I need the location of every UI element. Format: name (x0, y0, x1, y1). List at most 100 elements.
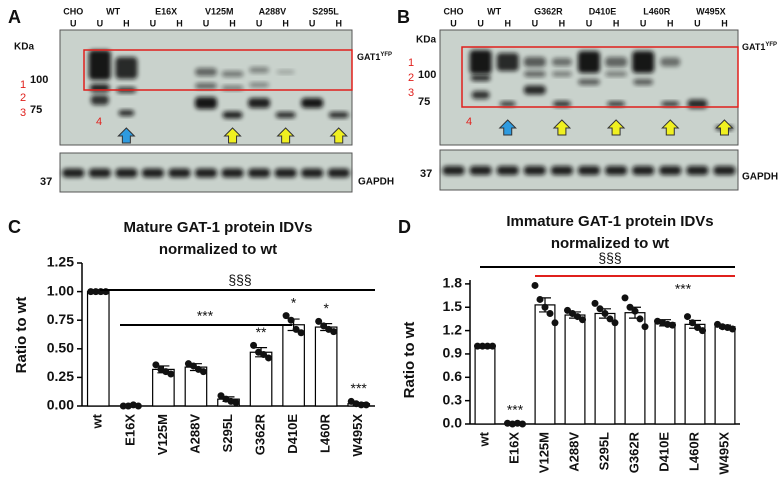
data-point (217, 392, 225, 400)
x-tick-label: L460R (318, 413, 333, 453)
data-point (474, 342, 481, 350)
band-number: 4 (466, 116, 472, 128)
lane-treatment: U (450, 18, 457, 28)
lane-treatment: U (256, 18, 263, 28)
panel-letter: B (397, 7, 410, 27)
band (90, 95, 109, 105)
band (88, 50, 111, 80)
data-point (641, 323, 649, 331)
gapdh-marker: 37 (420, 168, 432, 180)
lane-label: WT (106, 6, 120, 16)
data-point (684, 313, 691, 321)
band (118, 110, 135, 116)
bar (86, 291, 110, 407)
significance-label: *** (351, 380, 368, 396)
gapdh-label: GAPDH (358, 177, 394, 188)
arrow (223, 127, 242, 144)
lane-treatment: H (504, 18, 511, 28)
arrow (552, 119, 572, 136)
panel-letter: C (8, 217, 21, 237)
data-point (330, 328, 338, 336)
x-tick-label: L460R (686, 431, 701, 471)
lane-treatment: U (640, 18, 647, 28)
band (632, 51, 655, 73)
data-point (479, 342, 486, 350)
lane-treatment: H (282, 18, 289, 28)
data-point (601, 309, 609, 317)
data-point (87, 288, 95, 296)
significance-label: * (323, 300, 329, 316)
lane-label: S295L (312, 6, 339, 16)
bar (624, 312, 646, 425)
gapdh-band (221, 168, 244, 178)
significance-label: ** (256, 324, 267, 340)
gapdh-band (686, 166, 709, 175)
significance-label: * (291, 294, 297, 310)
y-tick-label: 0.25 (47, 368, 74, 384)
band (661, 101, 680, 107)
target-tag: YFP (380, 52, 392, 58)
band (469, 50, 492, 74)
x-tick-label: G362R (252, 413, 267, 455)
lane-treatment: U (586, 18, 593, 28)
band (523, 85, 546, 95)
x-tick-label: W495X (350, 414, 365, 457)
gapdh-band (274, 168, 297, 178)
x-tick-label: W495X (716, 432, 731, 475)
band (248, 98, 271, 108)
band (301, 98, 324, 108)
band (551, 58, 572, 66)
lane-treatment: U (150, 18, 157, 28)
lane-label: V125M (205, 6, 234, 16)
gapdh-band (168, 168, 191, 178)
band (605, 57, 628, 67)
band (195, 83, 217, 89)
data-point (699, 327, 706, 335)
x-tick-label: A288V (566, 432, 581, 472)
data-point (626, 303, 634, 311)
data-point (569, 309, 576, 317)
mature-box (83, 49, 353, 91)
data-point (315, 317, 323, 325)
band (578, 79, 600, 85)
significance-label: §§§ (598, 250, 621, 266)
arrow (498, 119, 517, 136)
bar (684, 323, 706, 425)
target-name: GAT1 (357, 52, 380, 62)
lane-treatment: U (70, 18, 77, 28)
data-point (260, 351, 268, 359)
significance-label: §§§ (228, 272, 251, 288)
bar (314, 326, 338, 407)
chart-title: Mature GAT-1 protein IDVs (124, 219, 313, 236)
band (660, 57, 681, 67)
lane-treatment: H (613, 18, 620, 28)
target-label: GAT1YFP (357, 52, 392, 63)
chart-subtitle: normalized to wt (159, 241, 277, 258)
gapdh-marker: 37 (40, 176, 52, 188)
x-tick-label: V125M (536, 432, 551, 473)
mature-box (461, 46, 739, 108)
lane-label: E16X (155, 6, 177, 16)
data-point (579, 316, 586, 324)
arrow (661, 119, 680, 136)
lane-treatment: H (667, 18, 674, 28)
bar (564, 314, 586, 425)
band-number: 2 (20, 92, 26, 104)
band-number: 4 (96, 116, 102, 128)
bar (654, 322, 676, 425)
y-tick-label: 0.0 (443, 415, 463, 431)
data-point (541, 303, 549, 311)
gapdh-band (301, 168, 324, 178)
data-point (689, 319, 696, 327)
band (222, 111, 243, 119)
kda-label: KDa (14, 42, 34, 53)
data-point (591, 299, 599, 307)
gapdh-band (327, 168, 350, 178)
y-axis-title: Ratio to wt (401, 322, 418, 399)
data-point (596, 305, 604, 313)
x-tick-label: V125M (155, 414, 170, 455)
data-point (232, 399, 240, 407)
lane-label: CHO (444, 6, 464, 16)
data-point (362, 401, 370, 409)
gapdh-band (605, 166, 628, 175)
